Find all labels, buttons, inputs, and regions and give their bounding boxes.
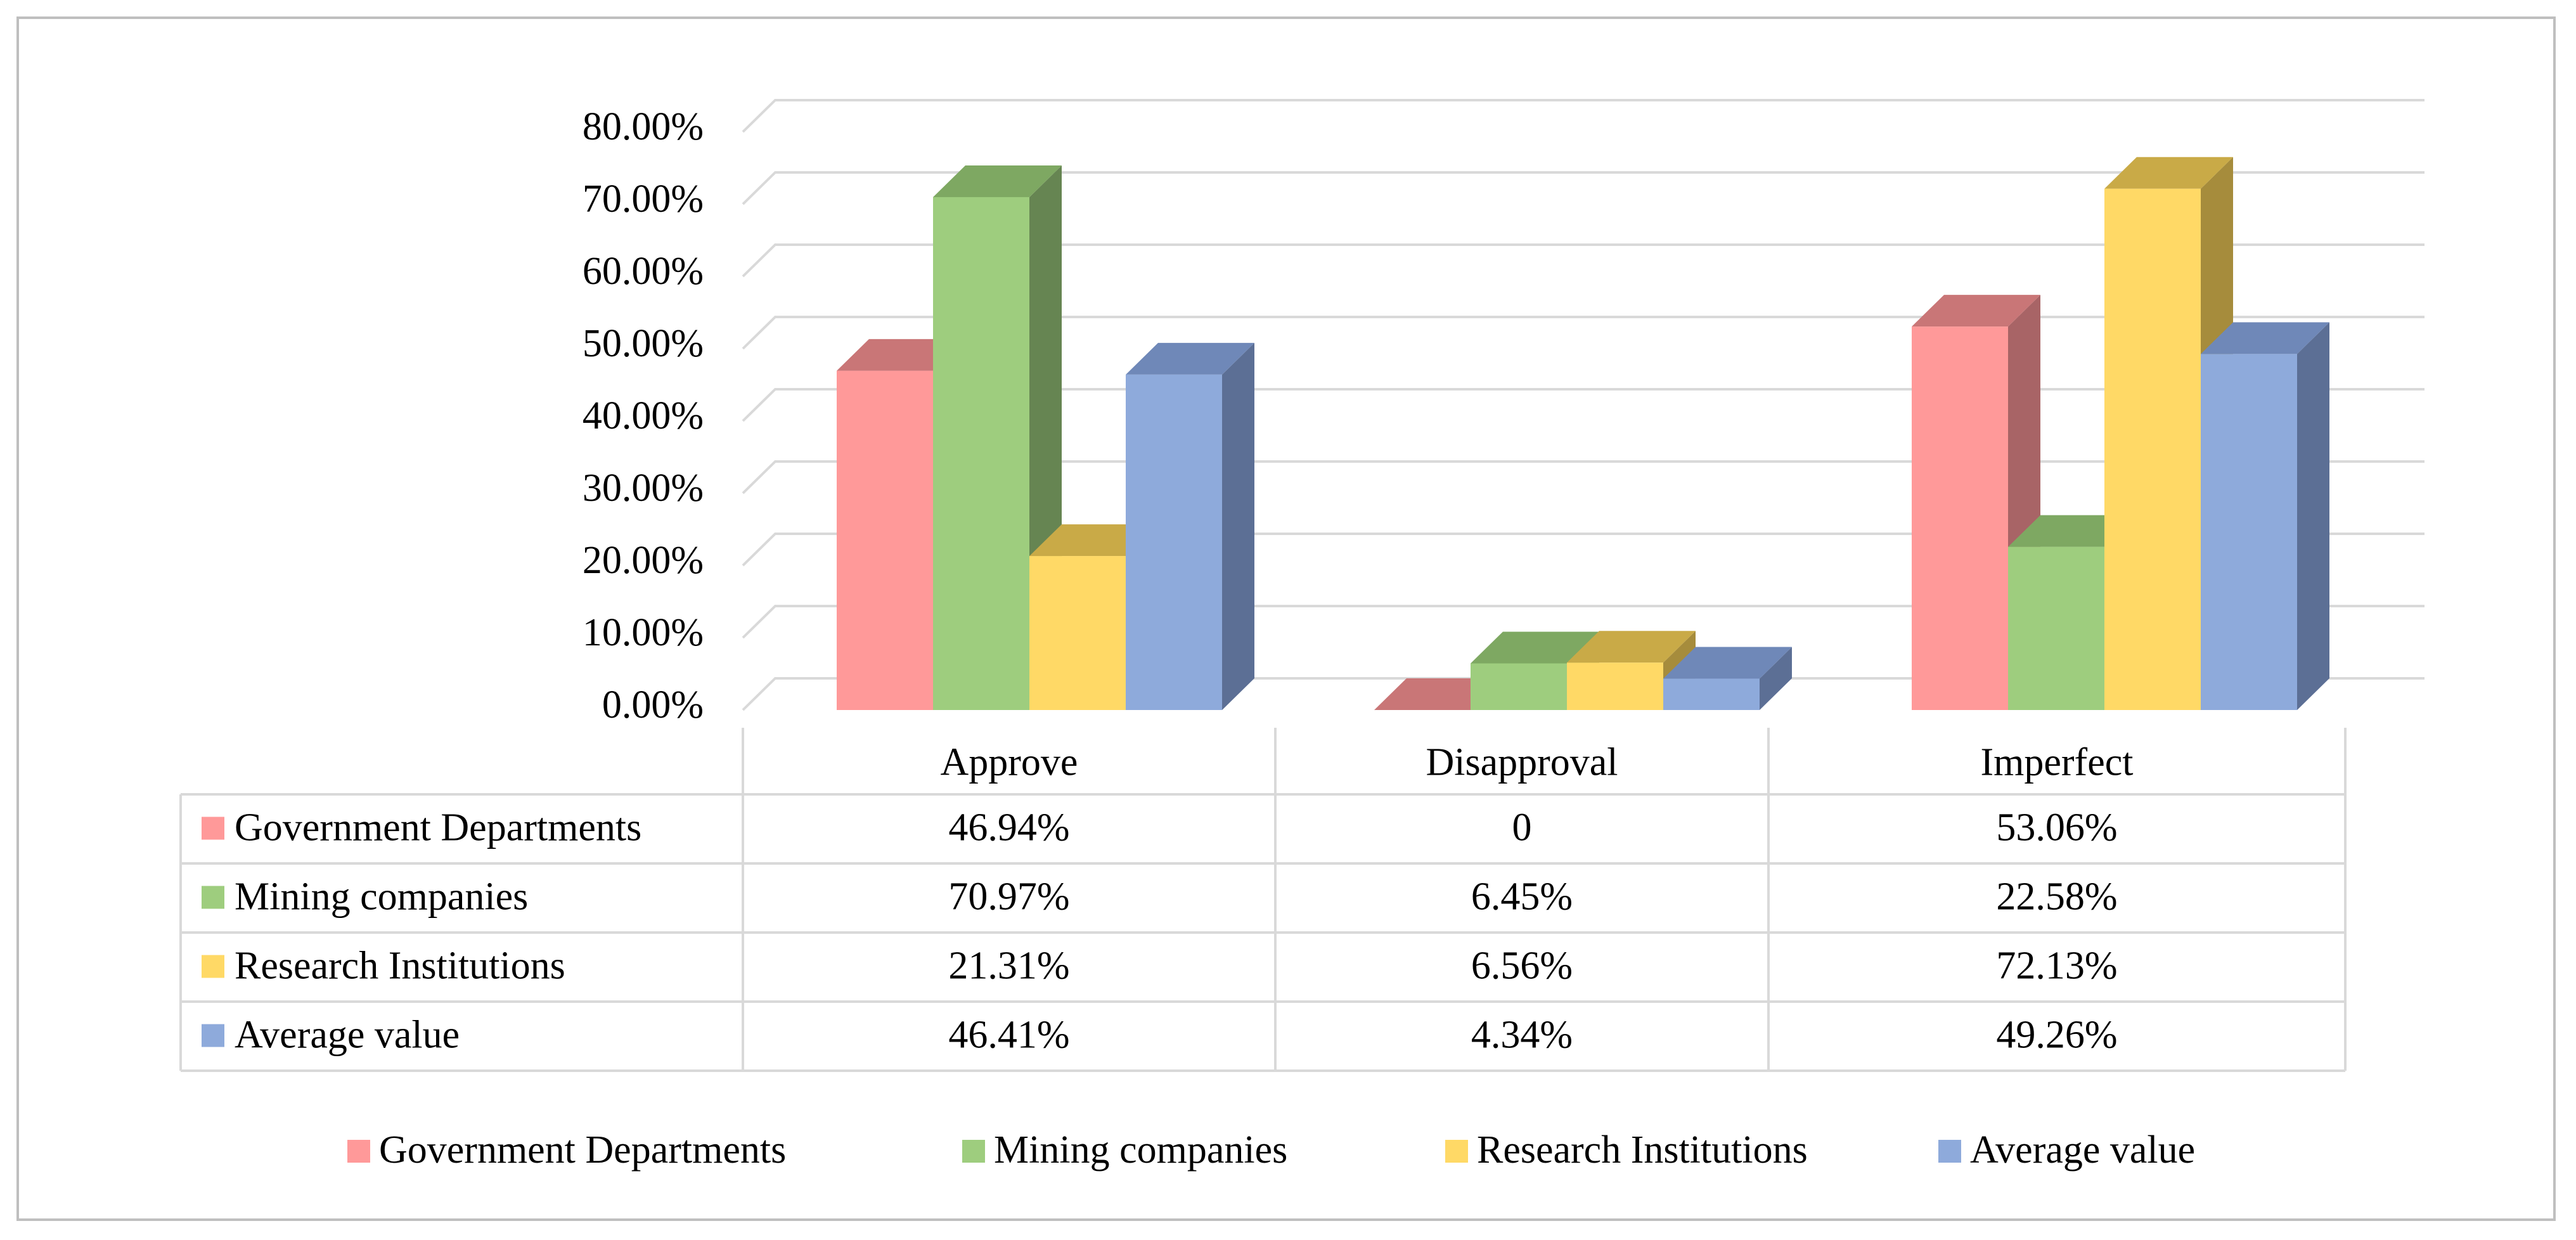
bar-front [2201, 354, 2297, 710]
bar [1126, 342, 1254, 710]
bar [1663, 647, 1792, 710]
legend-item: Average value [1938, 1128, 2195, 1172]
bar-front [1567, 662, 1663, 710]
data-label: 72.13% [1996, 945, 2117, 988]
bar-front [2008, 546, 2104, 710]
y-tick-label: 60.00% [583, 250, 704, 293]
category-label: Approve [941, 741, 1078, 784]
bar-top [1567, 631, 1696, 663]
bar-top [1126, 342, 1254, 375]
legend-label: Mining companies [994, 1128, 1287, 1172]
data-label: 6.56% [1471, 945, 1573, 988]
data-label: 6.45% [1471, 875, 1573, 919]
bar [2201, 322, 2329, 710]
data-label: 46.94% [948, 806, 1069, 849]
bar-top [2104, 157, 2233, 189]
bar-side [1760, 647, 1792, 710]
data-label: 22.58% [1996, 875, 2117, 919]
y-tick-label: 50.00% [583, 322, 704, 365]
legend-label: Research Institutions [1477, 1128, 1808, 1172]
gridline [742, 533, 2425, 567]
table-series-label: Mining companies [235, 875, 528, 919]
bar-front [933, 197, 1029, 710]
data-label: 0 [1512, 806, 1532, 849]
gridline [742, 460, 2425, 494]
bar-front [1471, 663, 1567, 710]
bar-top [933, 165, 1062, 197]
data-label: 49.26% [1996, 1014, 2117, 1057]
gridline [742, 171, 2425, 205]
bar-side [1222, 342, 1254, 710]
table-legend-key [202, 1024, 224, 1047]
gridline [742, 388, 2425, 422]
legend-swatch [1445, 1140, 1468, 1163]
data-label: 70.97% [948, 875, 1069, 919]
legend-swatch [962, 1140, 985, 1163]
table-series-label: Average value [235, 1014, 460, 1057]
legend-item: Government Departments [347, 1128, 786, 1172]
y-tick-label: 40.00% [583, 394, 704, 437]
bar-top [2201, 322, 2329, 354]
data-label: 53.06% [1996, 806, 2117, 849]
bar-front [2104, 188, 2201, 710]
legend-swatch [1938, 1140, 1961, 1163]
table-legend-key [202, 955, 224, 978]
bar-front [1126, 374, 1222, 710]
bar-front [1663, 678, 1760, 710]
y-tick-label: 0.00% [602, 683, 704, 727]
bar-side [2297, 322, 2329, 710]
gridline [742, 316, 2425, 350]
bar-top [1912, 295, 2040, 327]
bar-front [1912, 326, 2008, 710]
table-legend-key [202, 817, 224, 840]
legend-swatch [347, 1140, 370, 1163]
data-label: 21.31% [948, 945, 1069, 988]
y-tick-label: 80.00% [583, 105, 704, 148]
gridline [742, 243, 2425, 278]
legend-item: Research Institutions [1445, 1128, 1808, 1172]
bar-front [837, 370, 933, 710]
y-tick-label: 20.00% [583, 539, 704, 582]
gridline [742, 677, 2425, 711]
category-label: Disapproval [1426, 741, 1618, 784]
y-tick-label: 70.00% [583, 178, 704, 221]
table-series-label: Government Departments [235, 806, 641, 849]
category-label: Imperfect [1981, 741, 2134, 784]
data-label: 46.41% [948, 1014, 1069, 1057]
y-tick-label: 30.00% [583, 467, 704, 510]
y-tick-label: 10.00% [583, 611, 704, 654]
bar-front [1029, 556, 1126, 710]
bar-top [1471, 631, 1599, 664]
data-label: 4.34% [1471, 1014, 1573, 1057]
legend-label: Average value [1970, 1128, 2195, 1172]
table-legend-key [202, 886, 224, 909]
gridline [742, 605, 2425, 639]
legend-item: Mining companies [962, 1128, 1287, 1172]
table-series-label: Research Institutions [235, 945, 565, 988]
bar [1912, 295, 2040, 711]
gridline [742, 99, 2425, 133]
legend-label: Government Departments [379, 1128, 786, 1172]
bar-top [1663, 647, 1792, 679]
